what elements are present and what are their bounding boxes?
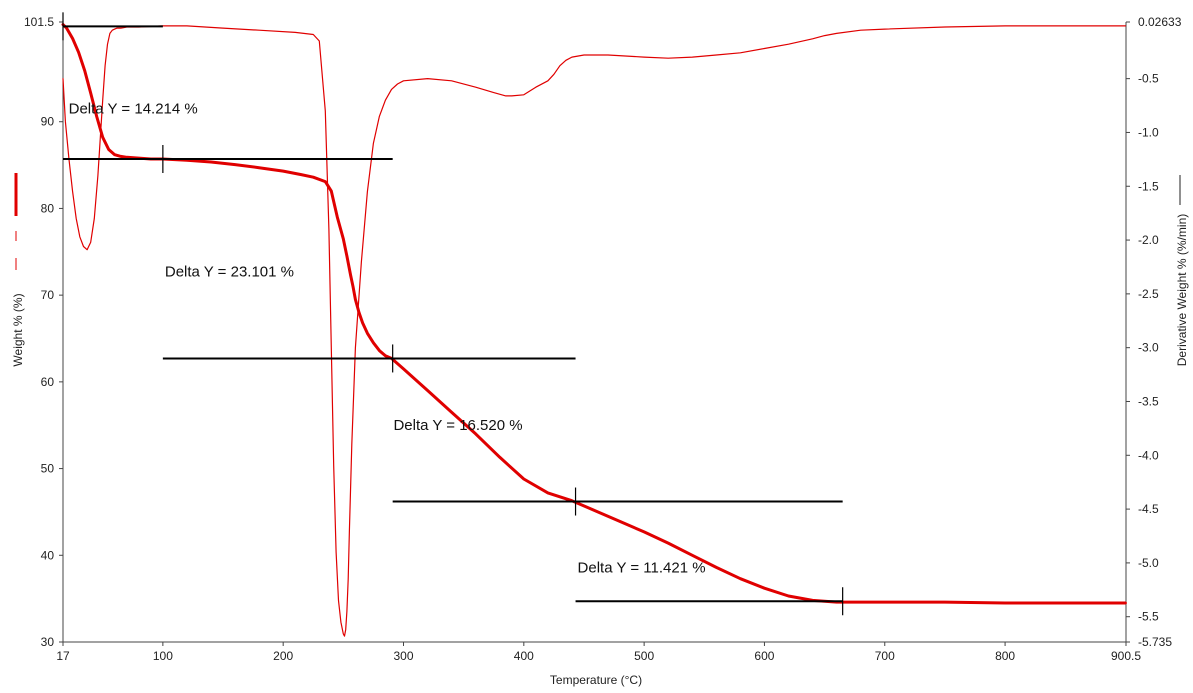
delta-annotation: Delta Y = 14.214 % — [69, 101, 198, 118]
x-tick-label: 300 — [393, 649, 413, 663]
y-tick-label: 80 — [41, 201, 55, 215]
x-tick-label: 17 — [56, 649, 70, 663]
legend — [14, 173, 1181, 270]
y-tick-label: 70 — [41, 288, 55, 302]
y-tick-label: 90 — [41, 115, 55, 129]
y-tick-label: 50 — [41, 462, 55, 476]
y2-tick-label: -2.0 — [1138, 233, 1159, 247]
x-tick-label: 900.5 — [1111, 649, 1141, 663]
x-tick-label: 600 — [754, 649, 774, 663]
y2-tick-label: -5.5 — [1138, 610, 1159, 624]
y-tick-label: 40 — [41, 548, 55, 562]
y2-tick-label: -3.0 — [1138, 341, 1159, 355]
derivative-series-line — [62, 25, 1127, 637]
y2-tick-label: -1.0 — [1138, 125, 1159, 139]
y-tick-label: 60 — [41, 375, 55, 389]
y2-tick-label: -5.735 — [1138, 635, 1172, 649]
delta-annotation: Delta Y = 16.520 % — [393, 417, 522, 434]
y2-axis-title: Derivative Weight % (%/min) — [1175, 214, 1189, 366]
x-tick-label: 100 — [153, 649, 173, 663]
x-tick-label: 500 — [634, 649, 654, 663]
y2-tick-label: -1.5 — [1138, 179, 1159, 193]
x-tick-label: 400 — [514, 649, 534, 663]
y-tick-label: 30 — [41, 635, 55, 649]
y2-tick-label: -4.0 — [1138, 448, 1159, 462]
y2-tick-label: 0.02633 — [1138, 15, 1182, 29]
x-tick-label: 700 — [875, 649, 895, 663]
x-axis-title: Temperature (°C) — [550, 673, 642, 687]
y2-tick-label: -3.5 — [1138, 394, 1159, 408]
delta-annotation: Delta Y = 23.101 % — [165, 264, 294, 281]
y2-tick-label: -4.5 — [1138, 502, 1159, 516]
delta-annotation: Delta Y = 11.421 % — [578, 559, 706, 576]
y2-tick-label: -0.5 — [1138, 72, 1159, 86]
y-axis-title: Weight % (%) — [11, 293, 25, 366]
y2-tick-label: -5.0 — [1138, 556, 1159, 570]
weight-series-line — [61, 23, 1127, 605]
y-tick-label: 101.5 — [24, 15, 54, 29]
x-tick-label: 200 — [273, 649, 293, 663]
x-tick-label: 800 — [995, 649, 1015, 663]
y2-tick-label: -2.5 — [1138, 287, 1159, 301]
